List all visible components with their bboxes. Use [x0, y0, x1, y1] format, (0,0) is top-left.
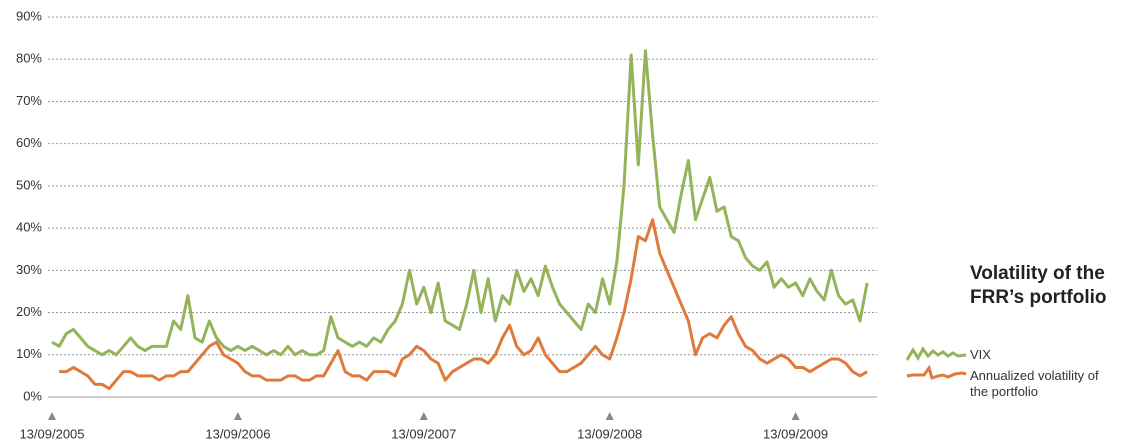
y-tick-label: 10%: [16, 346, 42, 361]
x-tick-label: 13/09/2009: [763, 426, 828, 441]
y-tick-label: 60%: [16, 135, 42, 150]
series-line: [59, 218, 868, 391]
x-tick-label: 13/09/2008: [577, 426, 642, 441]
y-tick-label: 90%: [16, 8, 42, 23]
legend-icon: [905, 346, 967, 361]
legend-label: Annualized volatility of the portfolio: [970, 368, 1099, 399]
y-tick-label: 50%: [16, 177, 42, 192]
y-tick-label: 40%: [16, 220, 42, 235]
x-tick-label: 13/09/2005: [19, 426, 84, 441]
series-line: [51, 49, 869, 357]
x-tick-mark: [419, 412, 428, 420]
y-tick-label: 20%: [16, 304, 42, 319]
x-tick-mark: [791, 412, 800, 420]
y-tick-label: 70%: [16, 93, 42, 108]
x-tick-label: 13/09/2007: [391, 426, 456, 441]
x-tick-mark: [233, 412, 242, 420]
legend-icon: [906, 364, 967, 380]
y-tick-label: 0%: [23, 388, 42, 403]
x-tick-label: 13/09/2006: [205, 426, 270, 441]
legend-label: VIX: [970, 347, 991, 362]
x-tick-mark: [605, 412, 614, 420]
x-tick-mark: [48, 412, 56, 420]
y-tick-label: 30%: [16, 262, 42, 277]
y-tick-label: 80%: [16, 51, 42, 66]
chart-title: Volatility of the FRR’s portfolio: [970, 263, 1107, 308]
